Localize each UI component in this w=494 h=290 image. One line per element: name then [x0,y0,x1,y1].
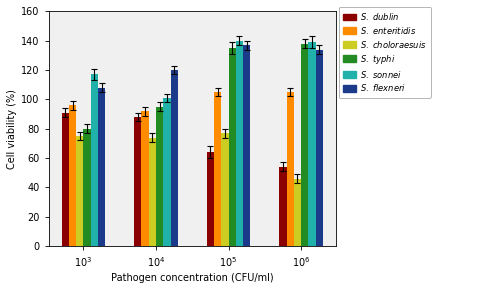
Bar [279,167,287,246]
Bar [141,111,149,246]
Bar [229,48,236,246]
Y-axis label: Cell viability (%): Cell viability (%) [7,89,17,169]
Bar [236,41,243,246]
Bar [214,92,221,246]
Bar [316,50,323,246]
Bar [83,129,91,246]
Bar [294,179,301,246]
Bar [207,152,214,246]
Bar [98,88,105,246]
Legend: $\it{S.\ dublin}$, $\it{S.\ enteritidis}$, $\it{S.\ choloraesuis}$, $\it{S.\ typ: $\it{S.\ dublin}$, $\it{S.\ enteritidis}… [339,7,431,98]
X-axis label: Pathogen concentration (CFU/ml): Pathogen concentration (CFU/ml) [111,273,274,283]
Bar [301,44,308,246]
Bar [76,136,83,246]
Bar [69,105,76,246]
Bar [149,137,156,246]
Bar [62,113,69,246]
Bar [243,45,250,246]
Bar [308,42,316,246]
Bar [156,107,163,246]
Bar [221,133,229,246]
Bar [163,98,170,246]
Bar [91,75,98,246]
Bar [287,92,294,246]
Bar [170,70,178,246]
Bar [134,117,141,246]
